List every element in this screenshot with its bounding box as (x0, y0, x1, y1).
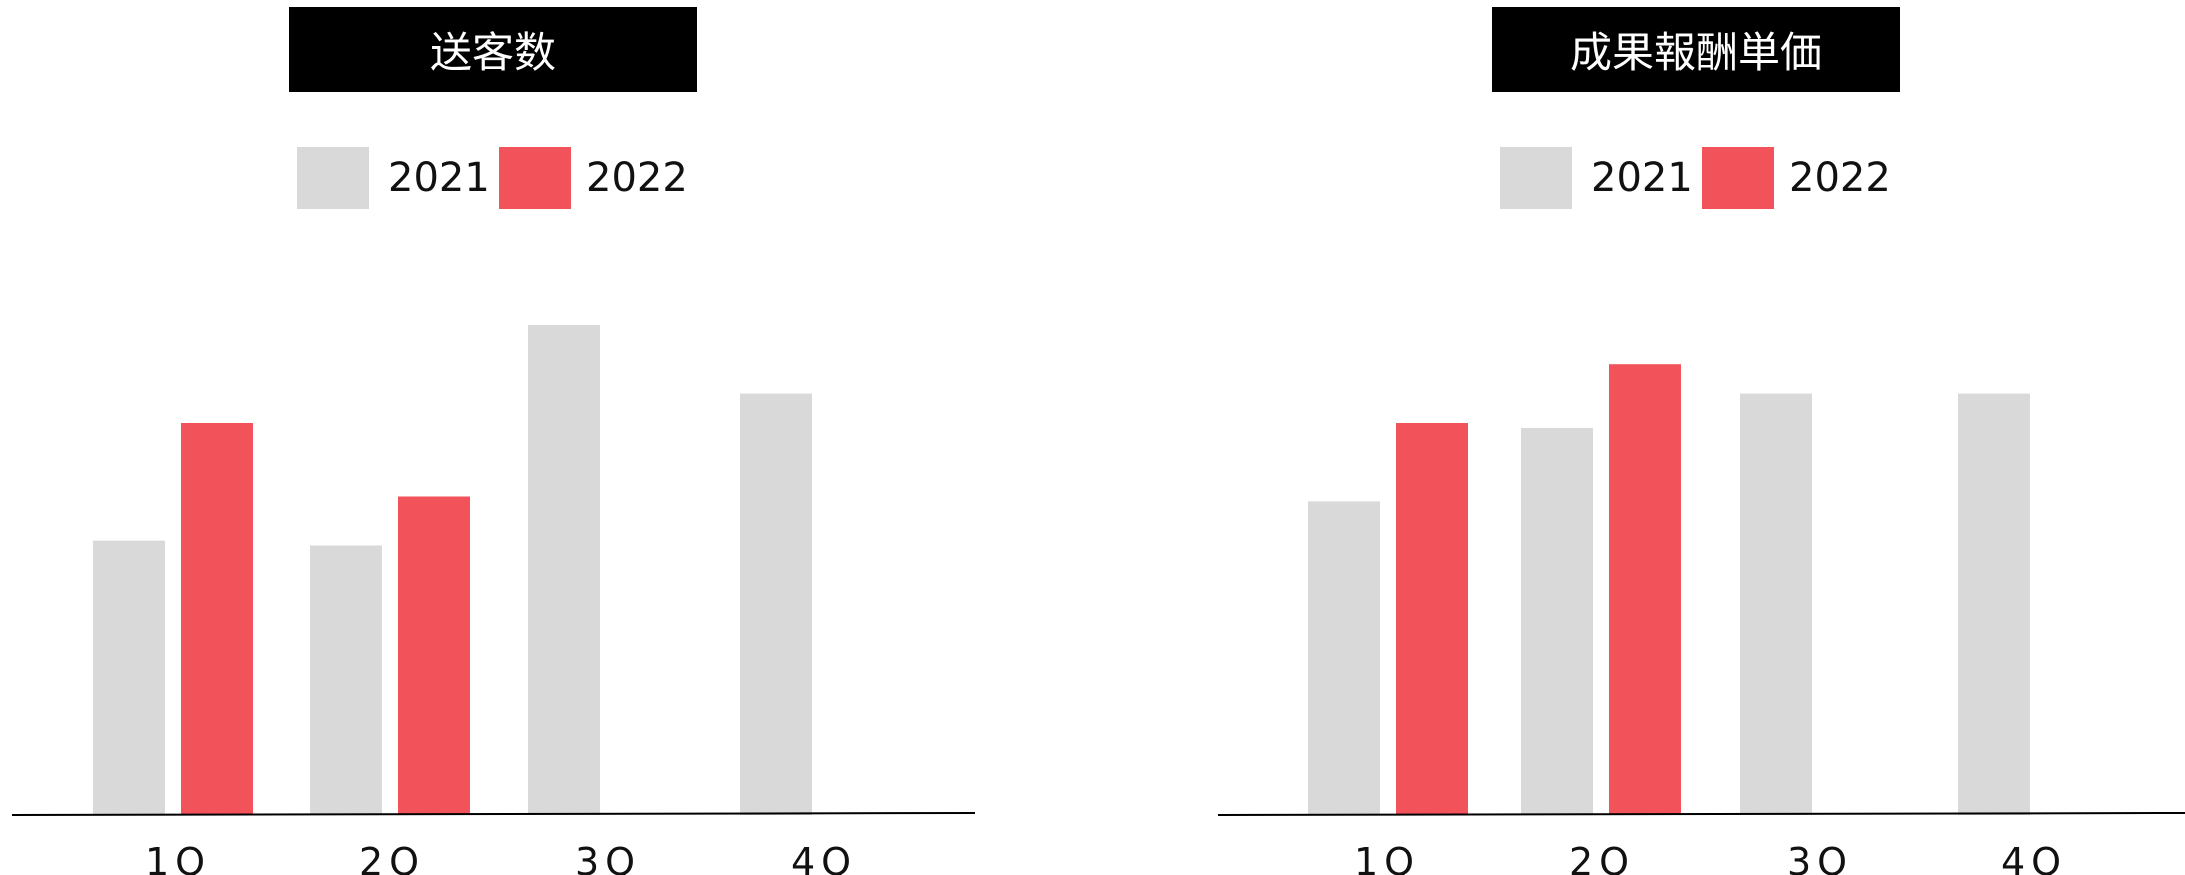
chart-title: 送客数 (289, 7, 697, 92)
chart-panel-unit-price: 成果報酬単価 2021 2022 1Q 2Q 3Q 4Q (1200, 0, 2185, 875)
bar-2021-2Q (310, 545, 382, 815)
chart-title: 成果報酬単価 (1492, 7, 1900, 92)
bar-2021-1Q (1308, 501, 1380, 815)
bar-chart-unit-price: 1Q 2Q 3Q 4Q (1217, 364, 2185, 875)
x-tick-label: 4Q (2001, 840, 2067, 875)
x-tick-label: 1Q (145, 840, 211, 875)
x-tick-label: 3Q (575, 840, 641, 875)
bar-2022-1Q (1396, 423, 1468, 815)
x-tick-label: 3Q (1787, 840, 1853, 875)
bar-2021-2Q (1521, 427, 1593, 815)
x-tick-label: 1Q (1354, 840, 1420, 875)
bar-chart-visitors: 1Q 2Q 3Q 4Q (11, 325, 976, 875)
legend-label-2022: 2022 (586, 155, 688, 201)
bar-2022-1Q (181, 423, 253, 815)
bar-2021-3Q (528, 325, 600, 815)
bar-2021-4Q (1958, 393, 2030, 815)
legend-swatch-2021 (1500, 147, 1572, 209)
x-tick-label: 2Q (1569, 840, 1635, 875)
bar-2021-4Q (740, 393, 812, 815)
bar-2022-2Q (1609, 364, 1681, 815)
legend: 2021 2022 (297, 147, 697, 209)
legend: 2021 2022 (1500, 147, 1900, 209)
x-axis-line (1217, 812, 2185, 816)
bar-2021-3Q (1740, 393, 1812, 815)
legend-label-2021: 2021 (388, 155, 490, 201)
legend-label-2021: 2021 (1591, 155, 1693, 201)
bar-2022-2Q (398, 496, 470, 815)
x-axis-line (11, 812, 976, 816)
x-tick-label: 2Q (359, 840, 425, 875)
x-tick-label: 4Q (791, 840, 857, 875)
legend-swatch-2021 (297, 147, 369, 209)
legend-swatch-2022 (499, 147, 571, 209)
legend-swatch-2022 (1702, 147, 1774, 209)
bar-2021-1Q (93, 540, 165, 815)
legend-label-2022: 2022 (1789, 155, 1891, 201)
chart-panel-visitors: 送客数 2021 2022 1Q 2Q 3Q 4Q (0, 0, 1000, 875)
